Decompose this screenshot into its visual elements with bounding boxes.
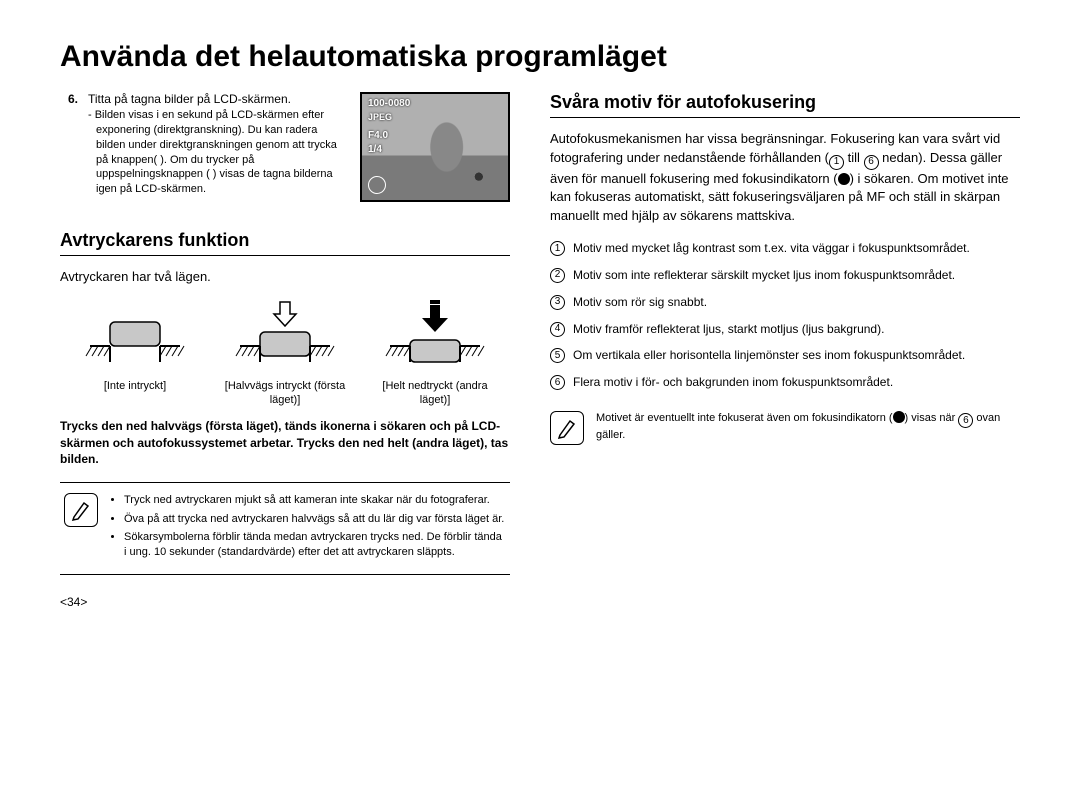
step-title: Titta på tagna bilder på LCD-skärmen. <box>88 92 340 106</box>
focus-indicator-icon <box>838 173 850 185</box>
shutter-section-title: Avtryckarens funktion <box>60 230 510 256</box>
lcd-file-number: 100-0080 <box>368 98 410 109</box>
step-6: 6. Titta på tagna bilder på LCD-skärmen.… <box>60 92 340 197</box>
autofocus-item-6: 6Flera motiv i för- och bakgrunden inom … <box>550 374 1020 391</box>
autofocus-list: 1Motiv med mycket låg kontrast som t.ex.… <box>550 240 1020 391</box>
two-column-layout: 6. Titta på tagna bilder på LCD-skärmen.… <box>60 92 1020 609</box>
autofocus-note-text: Motivet är eventuellt inte fokuserat äve… <box>596 411 1020 445</box>
autofocus-note-box: Motivet är eventuellt inte fokuserat äve… <box>550 405 1020 451</box>
lcd-preview-image: 100-0080 JPEG F4.0 1/4 <box>360 92 510 202</box>
shutter-label-a: [Inte intryckt] <box>70 379 200 393</box>
shutter-intro: Avtryckaren har två lägen. <box>60 268 510 286</box>
focus-indicator-icon <box>893 411 905 423</box>
shutter-diagrams: [Inte intryckt] [Halvvägs intryckt (för <box>60 300 510 408</box>
autofocus-item-5: 5Om vertikala eller horisontella linjemö… <box>550 347 1020 364</box>
shutter-note-box: Tryck ned avtryckaren mjukt så att kamer… <box>60 482 510 575</box>
autofocus-item-3: 3Motiv som rör sig snabbt. <box>550 294 1020 311</box>
step-number: 6. <box>60 92 78 197</box>
shutter-diagram-full-press: [Helt nedtryckt (andra läget)] <box>370 300 500 408</box>
note-icon <box>550 411 584 445</box>
shutter-note-2: Öva på att trycka ned avtryckaren halvvä… <box>124 512 506 527</box>
lcd-format: JPEG <box>368 112 392 122</box>
shutter-note-3: Sökarsymbolerna förblir tända medan avtr… <box>124 530 506 561</box>
autofocus-section-title: Svåra motiv för autofokusering <box>550 92 1020 118</box>
right-column: Svåra motiv för autofokusering Autofokus… <box>550 92 1020 609</box>
autofocus-intro: Autofokusmekanismen har vissa begränsnin… <box>550 130 1020 226</box>
shutter-diagram-half-press: [Halvvägs intryckt (första läget)] <box>220 300 350 408</box>
left-column: 6. Titta på tagna bilder på LCD-skärmen.… <box>60 92 510 609</box>
lcd-aperture: F4.0 <box>368 130 388 141</box>
page-number: <34> <box>60 595 510 609</box>
step-subtext: - Bilden visas i en sekund på LCD-skärme… <box>88 108 340 197</box>
shutter-label-b: [Halvvägs intryckt (första läget)] <box>220 379 350 408</box>
shutter-bold-paragraph: Trycks den ned halvvägs (första läget), … <box>60 418 510 468</box>
shutter-note-list: Tryck ned avtryckaren mjukt så att kamer… <box>110 493 506 564</box>
autofocus-item-2: 2Motiv som inte reflekterar särskilt myc… <box>550 267 1020 284</box>
lcd-shutter-speed: 1/4 <box>368 144 382 155</box>
note-icon <box>64 493 98 527</box>
autofocus-item-4: 4Motiv framför reflekterat ljus, starkt … <box>550 321 1020 338</box>
page-title: Använda det helautomatiska programläget <box>60 40 1020 74</box>
lcd-card-icon <box>368 176 386 194</box>
shutter-note-1: Tryck ned avtryckaren mjukt så att kamer… <box>124 493 506 508</box>
shutter-diagram-not-pressed: [Inte intryckt] <box>70 300 200 408</box>
shutter-label-c: [Helt nedtryckt (andra läget)] <box>370 379 500 408</box>
autofocus-item-1: 1Motiv med mycket låg kontrast som t.ex.… <box>550 240 1020 257</box>
